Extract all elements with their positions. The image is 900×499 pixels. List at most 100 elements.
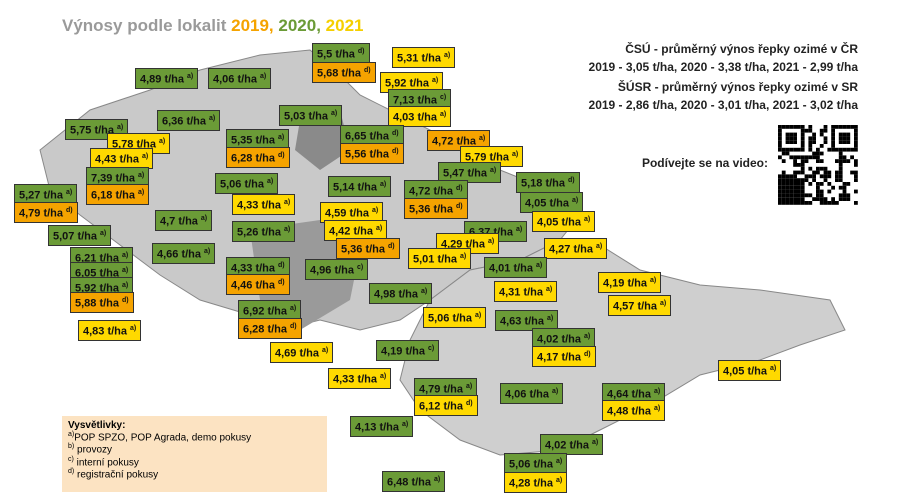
yield-note: a) — [770, 365, 777, 372]
qr-module — [800, 182, 805, 186]
qr-module — [819, 151, 824, 156]
yield-value: 4,42 t/ha — [329, 225, 374, 238]
qr-module — [854, 163, 858, 167]
yield-note: a) — [572, 197, 579, 204]
yield-note: a) — [209, 115, 216, 122]
yield-value: 5,5 t/ha — [317, 48, 355, 61]
yield-note: a) — [475, 312, 482, 319]
yield-label: 4,43 t/ha a) — [90, 148, 154, 169]
yield-value: 4,79 t/ha — [419, 383, 464, 396]
yield-label: 5,06 t/ha a) — [504, 453, 568, 474]
yield-note: a) — [117, 124, 124, 131]
yield-value: 5,78 t/ha — [112, 138, 157, 151]
video-prompt: Podívejte se na video: — [641, 156, 768, 170]
qr-module — [831, 136, 835, 141]
qr-module — [816, 182, 820, 186]
qr-module — [808, 140, 813, 144]
qr-module — [808, 128, 813, 133]
yield-note: c) — [440, 94, 447, 101]
yield-note: a) — [142, 153, 149, 160]
yield-label: 5,47 t/ha a) — [438, 162, 502, 183]
yield-note: a) — [122, 282, 129, 289]
legend-item: b) provozy — [68, 443, 321, 455]
qr-module — [804, 155, 809, 160]
yield-note: a) — [122, 252, 129, 259]
yield-note: a) — [488, 238, 495, 245]
yield-value: 5,01 t/ha — [413, 253, 458, 266]
yield-value: 4,48 t/ha — [607, 405, 652, 418]
yield-note: a) — [100, 230, 107, 237]
qr-module — [793, 197, 797, 201]
yield-note: c) — [357, 264, 364, 271]
qr-module — [781, 170, 786, 175]
qr-module — [785, 151, 790, 156]
qr-module — [854, 132, 858, 137]
yield-label: 4,27 t/ha a) — [544, 238, 608, 259]
yield-note: d) — [466, 400, 473, 407]
year: 2019, — [231, 16, 274, 35]
qr-module — [808, 174, 813, 179]
qr-module — [793, 193, 797, 198]
qr-module — [797, 147, 801, 152]
legend-text: interní pokusy — [73, 456, 139, 468]
qr-module — [816, 151, 820, 156]
qr-module — [800, 159, 805, 163]
legend-note: a) — [68, 431, 75, 438]
qr-module — [778, 201, 782, 205]
qr-module — [778, 132, 782, 137]
yield-value: 4,33 t/ha — [237, 199, 282, 212]
yield-label: 5,01 t/ha a) — [408, 248, 472, 269]
qr-module — [800, 170, 805, 175]
qr-module — [838, 140, 843, 144]
legend-note: c) — [68, 455, 74, 463]
qr-module — [781, 125, 786, 129]
qr-module — [819, 166, 824, 171]
yield-note: a) — [516, 226, 523, 233]
yield-value: 4,06 t/ha — [505, 388, 550, 401]
yield-note: a) — [546, 286, 553, 293]
qr-module — [854, 125, 858, 129]
yield-value: 4,02 t/ha — [537, 333, 582, 346]
yield-note: a) — [284, 199, 291, 206]
yield-note: a) — [290, 305, 297, 312]
qr-module — [789, 189, 794, 194]
qr-module — [778, 144, 782, 148]
yield-note: a) — [322, 347, 329, 354]
yield-value: 5,92 t/ha — [385, 77, 430, 90]
qr-module — [842, 197, 847, 201]
qr-module — [804, 201, 809, 205]
qr-module — [789, 201, 794, 205]
yield-note: d) — [290, 323, 297, 330]
qr-module — [842, 125, 847, 129]
qr-module — [812, 151, 816, 156]
yield-label: 4,33 t/ha d) — [226, 257, 290, 278]
qr-module — [812, 132, 816, 137]
qr-module — [781, 151, 786, 156]
qr-module — [800, 136, 805, 141]
yield-label: 4,69 t/ha a) — [270, 342, 334, 363]
yield-label: 4,05 t/ha a) — [718, 360, 782, 381]
yield-value: 4,01 t/ha — [489, 262, 534, 275]
qr-module — [797, 178, 801, 182]
qr-module — [781, 178, 786, 182]
yield-value: 5,03 t/ha — [284, 110, 329, 123]
qr-module — [808, 136, 813, 141]
qr-module — [808, 147, 813, 152]
qr-module — [800, 197, 805, 201]
yield-note: a) — [444, 52, 451, 59]
yield-note: a) — [66, 189, 73, 196]
yield-label: 4,03 t/ha a) — [388, 106, 452, 127]
qr-module — [819, 159, 824, 163]
yield-label: 6,12 t/ha d) — [414, 395, 478, 416]
qr-module — [800, 147, 805, 152]
yield-value: 4,19 t/ha — [603, 277, 648, 290]
yield-value: 4,03 t/ha — [393, 111, 438, 124]
qr-module — [831, 140, 835, 144]
qr-module — [789, 174, 794, 179]
qr-module — [778, 182, 782, 186]
qr-module — [854, 140, 858, 144]
yield-value: 4,63 t/ha — [500, 315, 545, 328]
yield-value: 6,92 t/ha — [243, 305, 288, 318]
yield-value: 4,46 t/ha — [231, 279, 276, 292]
qr-module — [823, 178, 828, 182]
